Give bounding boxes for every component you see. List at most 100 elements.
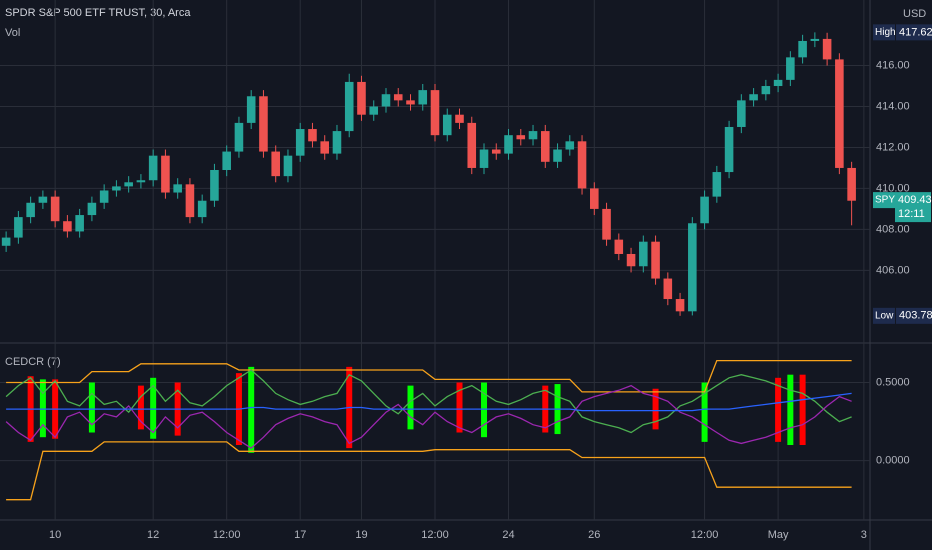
candle-body xyxy=(38,196,48,203)
candle-body xyxy=(259,96,268,152)
candle-body xyxy=(50,196,60,222)
candle-body xyxy=(577,141,587,189)
signal-bar xyxy=(88,382,95,433)
candle-body xyxy=(136,180,146,183)
candle-body xyxy=(455,114,464,123)
candle-body xyxy=(381,94,391,107)
indicator-line xyxy=(6,359,852,393)
candle-body xyxy=(87,202,97,216)
candle-body xyxy=(369,106,379,115)
candle-body xyxy=(418,90,428,105)
candle-body xyxy=(14,217,23,238)
candle-body xyxy=(491,149,501,154)
candle-body xyxy=(234,122,244,152)
y-tick-label: 0.0000 xyxy=(876,455,910,467)
candle-body xyxy=(406,100,415,105)
candle-body xyxy=(700,196,709,224)
candle-body xyxy=(148,155,158,181)
candle-body xyxy=(688,223,697,312)
candle-body xyxy=(639,241,648,267)
indicator-title: CEDCR (7) xyxy=(5,356,61,368)
candle-body xyxy=(540,131,550,162)
high-value: 417.62 xyxy=(899,26,932,38)
candle-body xyxy=(393,94,403,101)
candle-body xyxy=(467,122,477,168)
candle-body xyxy=(822,38,832,60)
volume-label: Vol xyxy=(5,27,20,39)
last-value: 409.43 xyxy=(898,194,932,206)
candle-body xyxy=(271,151,280,177)
low-badge xyxy=(896,307,932,324)
candle-body xyxy=(161,155,170,193)
signal-bar xyxy=(799,374,806,445)
candle-body xyxy=(504,135,513,154)
candle-body xyxy=(332,131,342,154)
x-tick-label: 12:00 xyxy=(691,529,719,541)
candle-body xyxy=(675,299,685,312)
candle-body xyxy=(430,90,440,136)
candle-body xyxy=(99,190,109,203)
symbol-label: SPY xyxy=(875,195,895,206)
x-tick-label: 12:00 xyxy=(213,529,241,541)
candle-body xyxy=(246,96,256,123)
symbol-badge-bg xyxy=(873,192,895,209)
candle-body xyxy=(835,59,844,168)
indicator-line xyxy=(5,369,852,434)
candle-body xyxy=(112,186,121,191)
signal-bar xyxy=(39,379,46,438)
candle-body xyxy=(810,38,820,41)
candle-body xyxy=(614,239,624,254)
signal-bar xyxy=(775,377,782,442)
candle-body xyxy=(553,149,562,162)
candle-body xyxy=(1,237,11,246)
currency: USD xyxy=(903,8,926,20)
candle-body xyxy=(565,141,575,150)
candle-body xyxy=(124,182,133,187)
candle-body xyxy=(847,167,856,201)
x-tick-label: 26 xyxy=(588,529,600,541)
y-tick-label: 406.00 xyxy=(876,264,910,276)
candle-body xyxy=(442,114,452,136)
x-tick-label: 12 xyxy=(147,529,159,541)
chart-title: SPDR S&P 500 ETF TRUST, 30, Arca xyxy=(5,7,191,19)
signal-bar xyxy=(481,382,488,438)
x-tick-label: 24 xyxy=(502,529,514,541)
candle-body xyxy=(516,135,526,140)
candle-body xyxy=(357,81,366,115)
signal-bar xyxy=(150,377,157,439)
high-label-bg xyxy=(873,24,895,41)
candle-body xyxy=(63,221,72,232)
y-tick-label: 414.00 xyxy=(876,100,910,112)
signal-bar xyxy=(652,388,659,430)
candle-body xyxy=(602,208,611,240)
candle-body xyxy=(651,241,660,279)
high-badge xyxy=(896,24,932,41)
low-value: 403.78 xyxy=(899,310,932,322)
candle-body xyxy=(712,172,722,197)
candle-body xyxy=(761,86,771,95)
candle-body xyxy=(26,202,35,218)
indicator-line xyxy=(5,384,852,449)
x-tick-label: 10 xyxy=(49,529,61,541)
candle-body xyxy=(737,100,746,127)
candle-body xyxy=(786,57,795,80)
candle-body xyxy=(724,126,734,173)
signal-bar xyxy=(701,382,708,442)
last-extra: 12:11 xyxy=(898,208,925,220)
signal-bar xyxy=(248,366,255,453)
candle-body xyxy=(479,149,489,168)
candle-body xyxy=(528,131,538,140)
x-tick-label: May xyxy=(768,529,789,541)
signal-bar xyxy=(787,374,794,445)
candle-body xyxy=(295,129,305,156)
candle-body xyxy=(749,94,758,101)
candle-body xyxy=(798,40,807,58)
indicator-line xyxy=(6,392,852,412)
y-tick-label: 410.00 xyxy=(876,182,910,194)
x-tick-label: 19 xyxy=(355,529,367,541)
y-tick-label: 408.00 xyxy=(876,223,910,235)
high-label: High xyxy=(875,27,896,38)
x-tick-label: 17 xyxy=(294,529,306,541)
